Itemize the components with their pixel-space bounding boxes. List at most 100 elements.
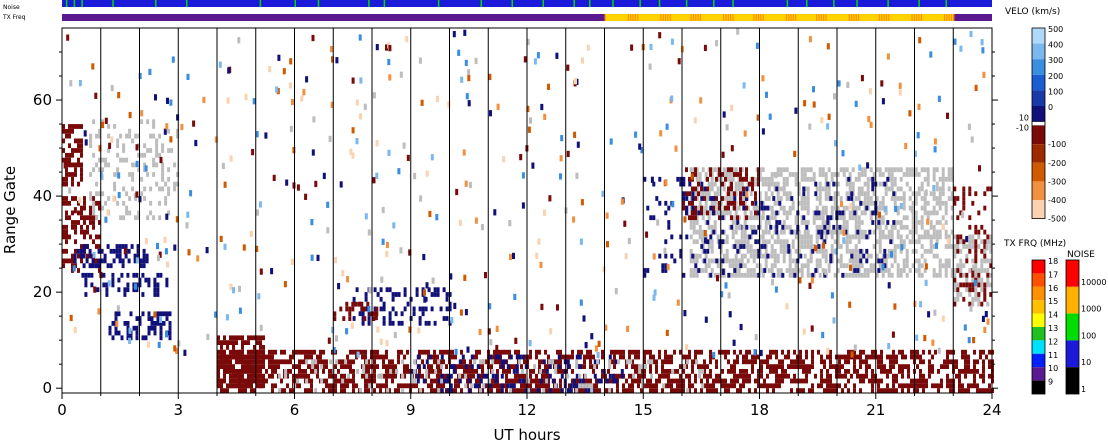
echo-cell (80, 224, 83, 230)
echo-cell (806, 244, 810, 249)
echo-cell (232, 349, 235, 355)
echo-cell (259, 345, 262, 350)
txfreq-bar-tick (850, 14, 853, 21)
echo-cell (748, 349, 751, 355)
echo-cell (963, 324, 967, 331)
echo-cell (830, 176, 834, 182)
echo-cell (373, 359, 376, 365)
echo-cell (458, 359, 462, 365)
echo-cell (140, 110, 144, 117)
echo-cell (65, 133, 68, 139)
echo-cell (142, 253, 146, 259)
echo-cell (467, 388, 471, 393)
echo-cell (304, 388, 307, 393)
echo-cell (784, 354, 787, 360)
echo-cell (766, 373, 769, 379)
echo-cell (235, 359, 238, 365)
echo-cell (479, 388, 483, 393)
echo-cell (159, 335, 163, 341)
echo-cell (217, 354, 220, 360)
echo-cell (664, 354, 667, 360)
echo-cell (683, 216, 687, 223)
echo-cell (878, 181, 882, 187)
echo-cell (691, 200, 694, 206)
echo-cell (476, 383, 480, 389)
echo-cell (128, 196, 132, 201)
echo-cell (791, 272, 795, 278)
echo-cell (331, 56, 334, 63)
echo-cell (241, 359, 244, 365)
echo-cell (862, 373, 865, 379)
echo-cell (932, 176, 936, 182)
echo-cell (452, 369, 456, 374)
noise-colorbar-swatch (1066, 367, 1079, 394)
echo-cell (791, 258, 795, 264)
echo-cell (65, 128, 68, 134)
echo-cell (523, 383, 526, 389)
echo-cell (616, 373, 619, 379)
echo-cell (859, 188, 863, 195)
echo-cell (808, 123, 812, 130)
echo-cell (790, 364, 793, 369)
echo-cell (961, 211, 965, 219)
echo-cell (478, 378, 481, 384)
echo-cell (797, 186, 801, 192)
echo-cell (167, 148, 171, 153)
echo-cell (62, 229, 65, 235)
echo-cell (902, 196, 906, 201)
echo-cell (676, 378, 679, 384)
echo-cell (259, 359, 262, 365)
echo-cell (953, 38, 957, 45)
echo-cell (739, 176, 742, 182)
echo-cell (65, 172, 68, 177)
echo-cell (931, 369, 934, 374)
echo-cell (238, 383, 241, 389)
echo-cell (926, 215, 930, 221)
echo-cell (440, 388, 444, 393)
echo-cell (247, 383, 250, 389)
echo-cell (832, 388, 835, 393)
echo-cell (829, 364, 832, 369)
echo-cell (892, 220, 896, 225)
echo-cell (509, 388, 513, 393)
echo-cell (487, 328, 491, 335)
echo-cell (397, 349, 400, 355)
echo-cell (847, 378, 850, 384)
echo-cell (837, 80, 841, 87)
echo-cell (475, 369, 478, 374)
echo-cell (161, 176, 165, 182)
echo-cell (869, 167, 873, 173)
echo-cell (788, 258, 792, 264)
echo-cell (709, 172, 712, 177)
echo-cell (915, 334, 919, 341)
echo-cell (935, 234, 939, 240)
echo-cell (307, 354, 310, 360)
echo-cell (863, 210, 867, 216)
echo-cell (508, 354, 511, 360)
echo-cell (295, 364, 298, 369)
echo-cell (965, 258, 969, 264)
txfreq-bar-tick (792, 14, 795, 21)
echo-cell (736, 354, 739, 360)
echo-cell (648, 63, 652, 70)
echo-cell (235, 340, 238, 345)
echo-cell (445, 388, 448, 393)
txfreq-bar-label: TX Freq (2, 14, 26, 21)
echo-cell (836, 172, 840, 177)
echo-cell (944, 205, 948, 211)
echo-cell (956, 248, 960, 254)
echo-cell (676, 369, 679, 374)
echo-cell (518, 378, 522, 384)
echo-cell (916, 388, 919, 393)
echo-cell (926, 172, 930, 177)
echo-cell (95, 181, 99, 187)
echo-cell (731, 196, 735, 201)
echo-cell (847, 176, 851, 182)
echo-cell (887, 282, 891, 289)
echo-cell (971, 244, 975, 249)
echo-cell (255, 245, 259, 253)
echo-cell (866, 272, 870, 278)
echo-cell (137, 210, 141, 216)
echo-cell (911, 210, 915, 216)
echo-cell (544, 364, 547, 369)
